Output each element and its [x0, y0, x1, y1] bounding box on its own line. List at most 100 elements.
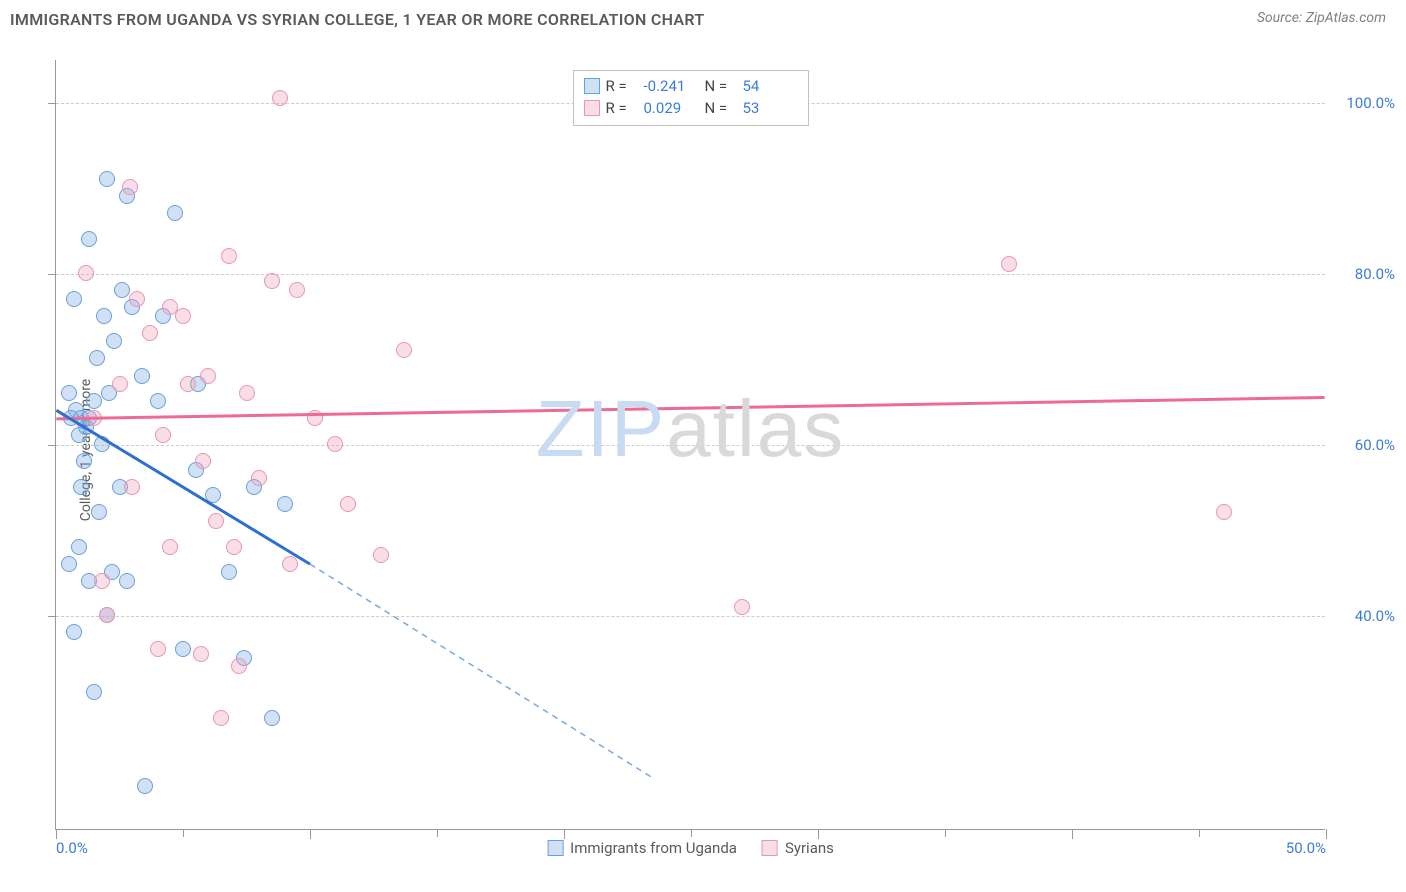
data-point-syrians	[734, 599, 750, 615]
source-prefix: Source:	[1257, 10, 1306, 26]
data-point-syrians	[155, 427, 171, 443]
y-tick	[48, 445, 56, 446]
data-point-uganda	[150, 393, 166, 409]
data-point-uganda	[66, 624, 82, 640]
y-tick-label: 100.0%	[1346, 94, 1395, 112]
swatch-syrians	[762, 840, 778, 856]
watermark-part2: atlas	[666, 384, 845, 473]
gridline	[56, 274, 1325, 275]
data-point-uganda	[71, 427, 87, 443]
data-point-uganda	[94, 436, 110, 452]
chart-container: College, 1 year or more ZIPatlas R = -0.…	[45, 50, 1385, 850]
data-point-uganda	[167, 205, 183, 221]
legend-n-value-uganda: 54	[743, 77, 798, 95]
x-tick-minor	[691, 829, 692, 837]
data-point-syrians	[272, 90, 288, 106]
legend-item-syrians: Syrians	[762, 839, 834, 857]
data-point-syrians	[78, 265, 94, 281]
legend-r-value-uganda: -0.241	[644, 77, 699, 95]
x-tick-major	[310, 829, 311, 839]
gridline	[56, 616, 1325, 617]
data-point-syrians	[193, 646, 209, 662]
y-tick	[48, 274, 56, 275]
x-tick-label: 0.0%	[56, 839, 88, 857]
swatch-uganda	[547, 840, 563, 856]
x-tick-major	[1072, 829, 1073, 839]
x-tick-major	[818, 829, 819, 839]
y-tick-label: 40.0%	[1355, 607, 1395, 625]
data-point-syrians	[94, 573, 110, 589]
legend-label-syrians: Syrians	[785, 839, 834, 857]
data-point-uganda	[61, 385, 77, 401]
data-point-syrians	[251, 470, 267, 486]
y-tick	[48, 616, 56, 617]
data-point-syrians	[327, 436, 343, 452]
data-point-syrians	[162, 539, 178, 555]
x-tick-minor	[183, 829, 184, 837]
data-point-syrians	[340, 496, 356, 512]
data-point-uganda	[277, 496, 293, 512]
data-point-syrians	[200, 368, 216, 384]
watermark-part1: ZIP	[536, 384, 666, 473]
data-point-uganda	[264, 710, 280, 726]
x-tick-minor	[1199, 829, 1200, 837]
data-point-syrians	[1001, 256, 1017, 272]
data-point-uganda	[63, 410, 79, 426]
data-point-uganda	[66, 291, 82, 307]
plot-area: ZIPatlas R = -0.241 N = 54 R = 0.029 N =…	[55, 60, 1325, 830]
legend-n-value-syrians: 53	[743, 99, 798, 117]
x-tick-major	[564, 829, 565, 839]
data-point-syrians	[124, 479, 140, 495]
data-point-uganda	[73, 479, 89, 495]
gridline	[56, 445, 1325, 446]
source-name: ZipAtlas.com	[1306, 10, 1386, 26]
data-point-uganda	[86, 393, 102, 409]
data-point-syrians	[373, 547, 389, 563]
data-point-syrians	[396, 342, 412, 358]
data-point-syrians	[289, 282, 305, 298]
data-point-syrians	[122, 179, 138, 195]
legend-n-label: N =	[705, 99, 737, 117]
x-tick-minor	[437, 829, 438, 837]
data-point-syrians	[226, 539, 242, 555]
data-point-syrians	[86, 410, 102, 426]
legend-r-label: R =	[606, 99, 638, 117]
legend-n-label: N =	[705, 77, 737, 95]
data-point-syrians	[195, 453, 211, 469]
x-tick-major	[56, 829, 57, 839]
data-point-syrians	[175, 308, 191, 324]
series-legend: Immigrants from Uganda Syrians	[547, 839, 834, 857]
data-point-uganda	[71, 539, 87, 555]
legend-r-value-syrians: 0.029	[644, 99, 699, 117]
data-point-syrians	[307, 410, 323, 426]
data-point-syrians	[221, 248, 237, 264]
data-point-syrians	[142, 325, 158, 341]
x-tick-minor	[945, 829, 946, 837]
data-point-uganda	[114, 282, 130, 298]
legend-item-uganda: Immigrants from Uganda	[547, 839, 737, 857]
legend-label-uganda: Immigrants from Uganda	[570, 839, 737, 857]
swatch-uganda	[584, 78, 600, 94]
data-point-syrians	[264, 273, 280, 289]
data-point-syrians	[213, 710, 229, 726]
data-point-syrians	[99, 607, 115, 623]
data-point-syrians	[208, 513, 224, 529]
y-tick-label: 80.0%	[1355, 265, 1395, 283]
data-point-uganda	[76, 453, 92, 469]
data-point-syrians	[1216, 504, 1232, 520]
data-point-uganda	[86, 684, 102, 700]
data-point-syrians	[231, 658, 247, 674]
correlation-legend: R = -0.241 N = 54 R = 0.029 N = 53	[573, 70, 809, 126]
swatch-syrians	[584, 100, 600, 116]
data-point-uganda	[134, 368, 150, 384]
data-point-syrians	[282, 556, 298, 572]
page-title: IMMIGRANTS FROM UGANDA VS SYRIAN COLLEGE…	[10, 10, 704, 29]
data-point-syrians	[112, 376, 128, 392]
legend-row-syrians: R = 0.029 N = 53	[584, 97, 798, 119]
source-credit: Source: ZipAtlas.com	[1257, 10, 1386, 26]
data-point-uganda	[89, 350, 105, 366]
data-point-uganda	[221, 564, 237, 580]
data-point-uganda	[205, 487, 221, 503]
data-point-uganda	[61, 556, 77, 572]
data-point-uganda	[119, 573, 135, 589]
